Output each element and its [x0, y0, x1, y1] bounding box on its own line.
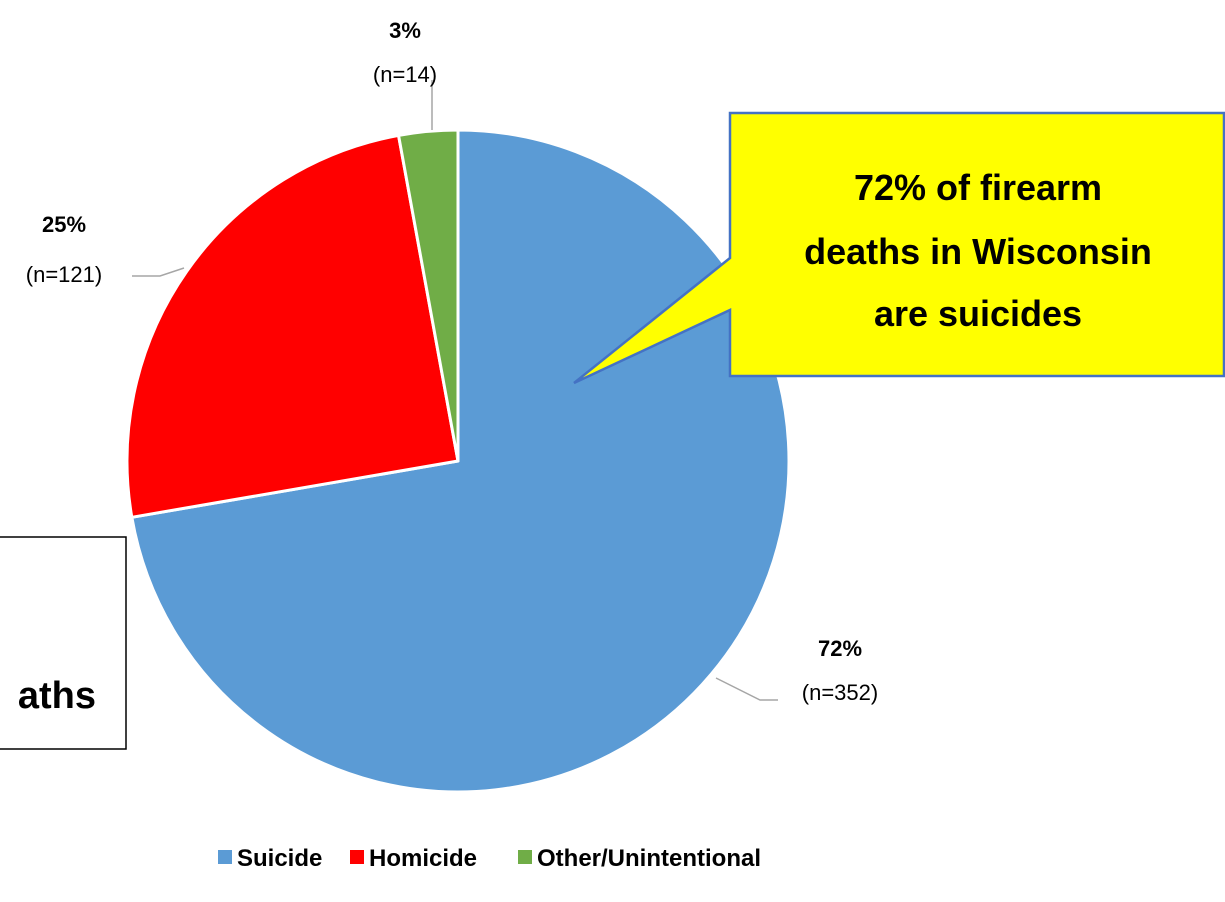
data-label-percent-suicide: 72% [818, 636, 862, 661]
legend-label-homicide: Homicide [369, 845, 477, 872]
partial-text-box: aths [0, 536, 127, 750]
data-label-count-other: (n=14) [373, 62, 437, 87]
callout-line-1: 72% of firearm [854, 167, 1102, 208]
data-label-count-suicide: (n=352) [802, 680, 878, 705]
legend-swatch-homicide [350, 850, 364, 864]
data-label-percent-homicide: 25% [42, 212, 86, 237]
callout-line-3: are suicides [874, 293, 1082, 334]
callout-line-2: deaths in Wisconsin [804, 231, 1152, 272]
callout: 72% of firearm deaths in Wisconsin are s… [573, 111, 1225, 385]
pie-slices [125, 128, 791, 794]
legend-swatch-suicide [218, 850, 232, 864]
callout-shape [573, 111, 1225, 385]
legend: Suicide Homicide Other/Unintentional [218, 845, 761, 872]
data-label-percent-other: 3% [389, 18, 421, 43]
legend-swatch-other [518, 850, 532, 864]
partial-box-text: aths [18, 675, 96, 717]
leader-line-homicide [132, 267, 185, 277]
leader-line-suicide [715, 677, 778, 701]
data-label-count-homicide: (n=121) [26, 262, 102, 287]
pie-slice-homicide [125, 133, 460, 519]
pie-slice-suicide [130, 128, 791, 794]
partial-box-frame [0, 536, 127, 750]
pie-slice-other-unintentional [397, 128, 460, 463]
legend-label-suicide: Suicide [237, 845, 322, 872]
legend-label-other: Other/Unintentional [537, 845, 761, 872]
